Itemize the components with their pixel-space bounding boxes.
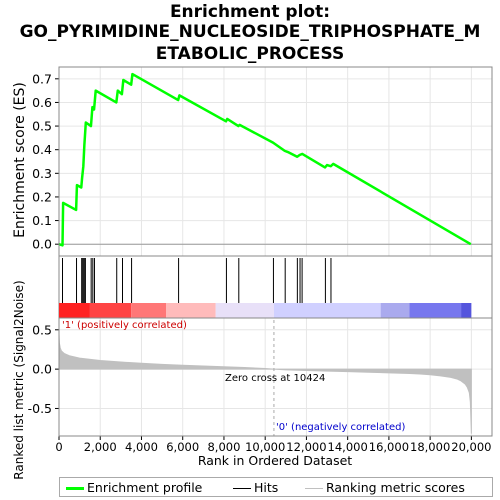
hits-panel [58, 255, 493, 319]
x-axis-label: Rank in Ordered Dataset [198, 453, 352, 468]
x-tick-label: 2,000 [84, 440, 117, 454]
rank-heatmap-segment [273, 303, 381, 318]
es-panel: 0.0 0.1 0.2 0.3 0.4 0.5 0.6 0.7 [32, 66, 493, 257]
es-y-tick-label: 0.0 [32, 237, 52, 252]
x-tick-label: 20,000 [451, 440, 491, 454]
es-y-tick-label: 0.5 [32, 119, 52, 134]
legend-swatch-green [66, 487, 84, 490]
rank-heatmap-segment [89, 303, 132, 318]
es-y-tick-label: 0.6 [32, 95, 52, 110]
metric-y-tick-label: 0.5 [32, 322, 52, 337]
es-y-tick-label: 0.2 [32, 189, 52, 204]
x-tick-label: 10,000 [245, 440, 285, 454]
legend: Enrichment profile Hits Ranking metric s… [59, 477, 493, 497]
plot-title-line-1: Enrichment plot: [169, 2, 331, 22]
legend-label: Enrichment profile [87, 480, 203, 495]
plot-title-line-3: ETABOLIC_PROCESS [155, 44, 345, 64]
x-tick-label: 16,000 [369, 440, 409, 454]
rank-heatmap-segment [409, 303, 462, 318]
metric-y-tick-label: 0.0 [32, 362, 52, 377]
legend-label: Ranking metric scores [326, 480, 465, 495]
legend-item-ranking-metric: Ranking metric scores [305, 480, 465, 495]
ranking-metric-area [58, 333, 472, 434]
es-y-tick-label: 0.7 [32, 71, 52, 86]
legend-swatch-black [233, 488, 251, 489]
metric-panel: Zero cross at 10424 '1' (positively corre… [28, 317, 493, 454]
rank-heatmap-segment [461, 303, 472, 318]
rank-heatmap-segment [59, 303, 90, 318]
x-tick-label: 8,000 [207, 440, 240, 454]
positive-correlation-label: '1' (positively correlated) [62, 320, 187, 331]
x-tick-label: 0 [55, 440, 62, 454]
metric-y-axis-label: Ranked list metric (Signal2Noise) [12, 280, 26, 479]
metric-plot-area [59, 318, 492, 436]
plot-title-line-2: GO_PYRIMIDINE_NUCLEOSIDE_TRIPHOSPHATE_M [19, 22, 481, 42]
es-y-tick-label: 0.3 [32, 166, 52, 181]
legend-item-enrichment-profile: Enrichment profile [66, 480, 202, 495]
es-y-tick-label: 0.4 [32, 142, 52, 157]
es-y-axis-label: Enrichment score (ES) [12, 82, 28, 238]
x-tick-label: 18,000 [410, 440, 450, 454]
legend-swatch-grey [305, 488, 323, 489]
rank-heatmap-segment [380, 303, 410, 318]
x-tick-label: 12,000 [286, 440, 326, 454]
zero-cross-label: Zero cross at 10424 [225, 373, 325, 384]
rank-heatmap-segment [131, 303, 167, 318]
rank-heatmap-segment [215, 303, 274, 318]
legend-item-hits: Hits [233, 480, 278, 495]
x-tick-label: 6,000 [166, 440, 199, 454]
es-y-tick-label: 0.1 [32, 213, 52, 228]
metric-plot-border [58, 317, 493, 437]
x-tick-label: 14,000 [328, 440, 368, 454]
x-tick-label: 4,000 [125, 440, 158, 454]
rank-heatmap-segment [166, 303, 216, 318]
es-plot-area [59, 67, 492, 256]
legend-label: Hits [254, 480, 279, 495]
negative-correlation-label: '0' (negatively correlated) [276, 422, 405, 433]
enrichment-profile-line [58, 72, 472, 247]
metric-y-tick-label: -0.5 [28, 401, 52, 416]
